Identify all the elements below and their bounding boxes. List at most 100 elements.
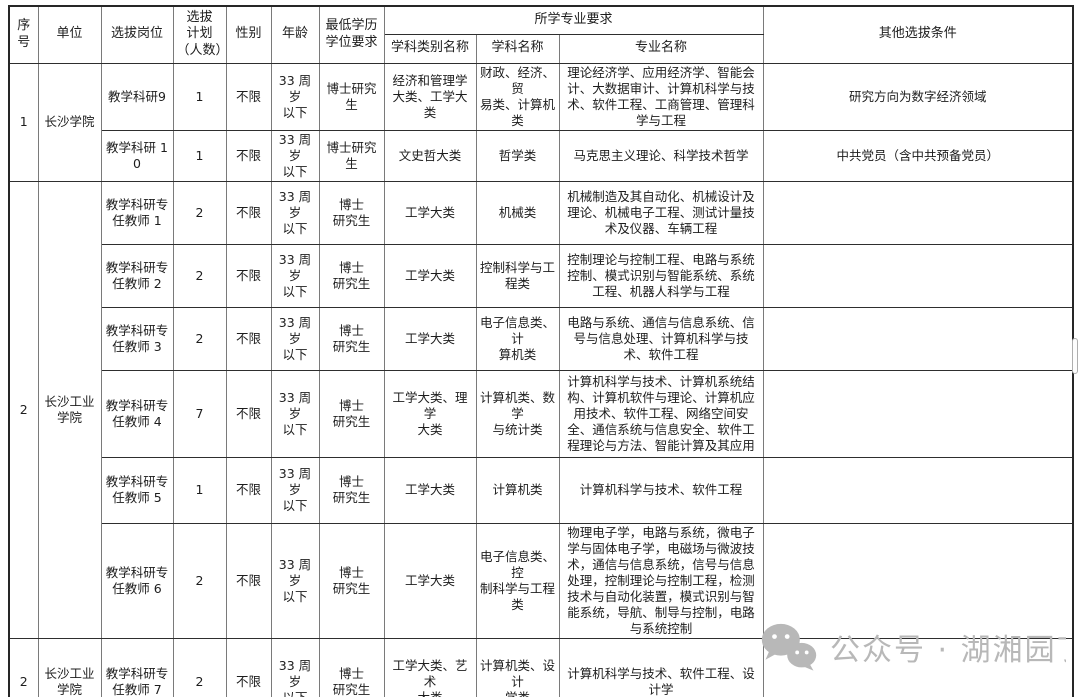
cell-position: 教学科研专 任教师 3 (100, 306, 174, 371)
cell-plan: 2 (172, 243, 227, 308)
cell-major: 理论经济学、应用经济学、智能会计、大数据审计、计算机科学与技术、软件工程、工商管… (558, 62, 764, 131)
table-row: 2 长沙工业 学院 教学科研专 任教师 7 2 不限 33 周岁 以下 博士 研… (8, 637, 1074, 697)
cell-education: 博士 研究生 (318, 243, 385, 308)
cell-major: 机械制造及其自动化、机械设计及理论、机械电子工程、测试计量技术及仪器、车辆工程 (558, 180, 764, 245)
header-plan: 选拔 计划 （人数） (172, 5, 229, 64)
table-row: 教学科研专 任教师 3 2 不限 33 周岁 以下 博士 研究生 工学大类 电子… (9, 306, 1074, 371)
cell-age: 33 周岁 以下 (270, 522, 320, 639)
cell-plan: 1 (172, 129, 227, 182)
scrollbar-thumb[interactable] (1072, 338, 1078, 374)
cell-serial: 1 (8, 62, 39, 182)
cell-other (762, 637, 1074, 697)
cell-discipline-category: 工学大类 (383, 456, 477, 524)
cell-age: 33 周岁 以下 (270, 369, 320, 458)
cell-age: 33 周岁 以下 (270, 180, 320, 245)
cell-education: 博士 研究生 (318, 637, 385, 697)
header-unit: 单位 (37, 5, 102, 64)
cell-major: 电路与系统、通信与信息系统、信号与信息处理、计算机科学与技术、软件工程 (558, 306, 764, 371)
header-position: 选拔岗位 (100, 5, 174, 64)
cell-position: 教学科研专 任教师 6 (100, 522, 174, 639)
cell-gender: 不限 (225, 522, 272, 639)
cell-other (762, 369, 1074, 458)
header-majors-group: 所学专业要求 (383, 5, 764, 35)
recruitment-table: 序号 单位 选拔岗位 选拔 计划 （人数） 性别 年龄 最低学历学位要求 所学专… (8, 5, 1075, 697)
cell-education: 博士研究生 (318, 62, 385, 131)
header-discipline-name: 学科名称 (475, 33, 560, 64)
header-gender: 性别 (225, 5, 272, 64)
cell-position: 教学科研9 (100, 62, 174, 131)
cell-plan: 2 (172, 306, 227, 371)
table-row: 教学科研专 任教师 2 2 不限 33 周岁 以下 博士 研究生 工学大类 控制… (9, 243, 1074, 308)
table-row: 教学科研专 任教师 5 1 不限 33 周岁 以下 博士 研究生 工学大类 计算… (9, 456, 1074, 524)
cell-gender: 不限 (225, 456, 272, 524)
header-major-name: 专业名称 (558, 33, 764, 64)
cell-plan: 7 (172, 369, 227, 458)
cell-education: 博士 研究生 (318, 180, 385, 245)
cell-age: 33 周岁 以下 (270, 62, 320, 131)
cell-discipline-category: 文史哲大类 (383, 129, 477, 182)
cell-gender: 不限 (225, 369, 272, 458)
cell-other: 中共党员（含中共预备党员） (762, 129, 1074, 182)
cell-major: 物理电子学，电路与系统，微电子学与固体电子学，电磁场与微波技术，通信与信息系统，… (558, 522, 764, 639)
cell-education: 博士研究生 (318, 129, 385, 182)
cell-age: 33 周岁 以下 (270, 637, 320, 697)
cell-gender: 不限 (225, 637, 272, 697)
cell-discipline-category: 工学大类 (383, 243, 477, 308)
cell-major: 计算机科学与技术、软件工程 (558, 456, 764, 524)
cell-age: 33 周岁 以下 (270, 243, 320, 308)
cell-discipline: 电子信息类、控 制科学与工程 类 (475, 522, 560, 639)
header-education: 最低学历学位要求 (318, 5, 385, 64)
cell-other (762, 180, 1074, 245)
cell-discipline-category: 工学大类、艺术 大类 (383, 637, 477, 697)
cell-gender: 不限 (225, 129, 272, 182)
cell-plan: 2 (172, 522, 227, 639)
cell-discipline: 计算机类、数学 与统计类 (475, 369, 560, 458)
cell-position: 教学科研 10 (100, 129, 174, 182)
header-age: 年龄 (270, 5, 320, 64)
cell-position: 教学科研专 任教师 7 (100, 637, 174, 697)
header-discipline-category: 学科类别名称 (383, 33, 477, 64)
cell-education: 博士 研究生 (318, 369, 385, 458)
cell-discipline: 计算机类、设计 学类 (475, 637, 560, 697)
cell-other (762, 306, 1074, 371)
header-row-1: 序号 单位 选拔岗位 选拔 计划 （人数） 性别 年龄 最低学历学位要求 所学专… (8, 5, 1074, 64)
cell-education: 博士 研究生 (318, 522, 385, 639)
cell-serial: 2 (8, 180, 39, 639)
cell-position: 教学科研专 任教师 1 (100, 180, 174, 245)
cell-education: 博士 研究生 (318, 306, 385, 371)
cell-other (762, 243, 1074, 308)
cell-serial: 2 (8, 637, 39, 697)
cell-discipline-category: 工学大类 (383, 306, 477, 371)
cell-discipline-category: 工学大类 (383, 522, 477, 639)
cell-discipline: 哲学类 (475, 129, 560, 182)
cell-discipline-category: 工学大类 (383, 180, 477, 245)
cell-discipline: 控制科学与工 程类 (475, 243, 560, 308)
header-serial: 序号 (8, 5, 39, 64)
cell-age: 33 周岁 以下 (270, 129, 320, 182)
cell-plan: 1 (172, 62, 227, 131)
cell-unit: 长沙工业 学院 (37, 180, 102, 639)
header-other: 其他选拔条件 (762, 5, 1074, 64)
header-row-2: 学科类别名称 学科名称 专业名称 (9, 33, 1073, 64)
cell-discipline-category: 工学大类、理学 大类 (383, 369, 477, 458)
cell-plan: 2 (172, 637, 227, 697)
cell-discipline: 机械类 (475, 180, 560, 245)
cell-discipline-category: 经济和管理学 大类、工学大类 (383, 62, 477, 131)
cell-discipline: 计算机类 (475, 456, 560, 524)
cell-unit: 长沙工业 学院 (37, 637, 102, 697)
cell-major: 马克思主义理论、科学技术哲学 (558, 129, 764, 182)
cell-unit: 长沙学院 (37, 62, 102, 182)
cell-other (762, 522, 1074, 639)
table-row: 教学科研专 任教师 4 7 不限 33 周岁 以下 博士 研究生 工学大类、理学… (9, 369, 1074, 458)
cell-gender: 不限 (225, 180, 272, 245)
table-row: 2 长沙工业 学院 教学科研专 任教师 1 2 不限 33 周岁 以下 博士 研… (8, 180, 1074, 639)
cell-age: 33 周岁 以下 (270, 306, 320, 371)
cell-major: 计算机科学与技术、软件工程、设计学 (558, 637, 764, 697)
cell-position: 教学科研专 任教师 2 (100, 243, 174, 308)
cell-gender: 不限 (225, 306, 272, 371)
cell-plan: 1 (172, 456, 227, 524)
cell-position: 教学科研专 任教师 4 (100, 369, 174, 458)
table-row: 教学科研专 任教师 6 2 不限 33 周岁 以下 博士 研究生 工学大类 电子… (9, 522, 1074, 639)
table-row: 教学科研 10 1 不限 33 周岁 以下 博士研究生 文史哲大类 哲学类 马克… (9, 129, 1074, 182)
